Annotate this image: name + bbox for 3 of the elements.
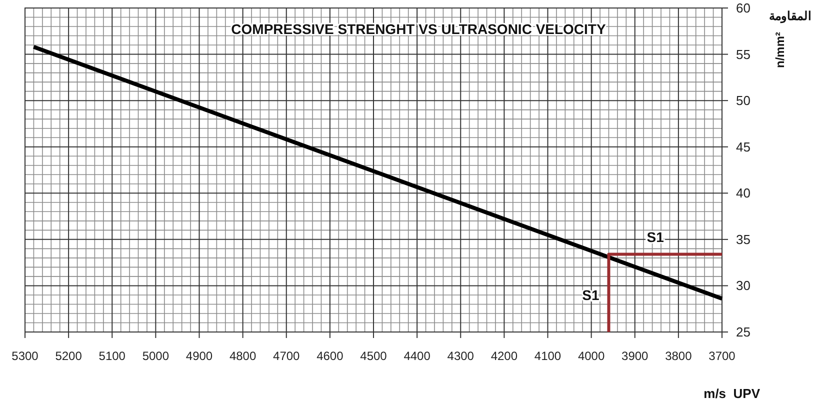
- ylabel: n/mm²: [773, 32, 787, 68]
- annotation: المقاومة: [769, 9, 811, 23]
- xlabel: m/s UPV: [704, 386, 760, 401]
